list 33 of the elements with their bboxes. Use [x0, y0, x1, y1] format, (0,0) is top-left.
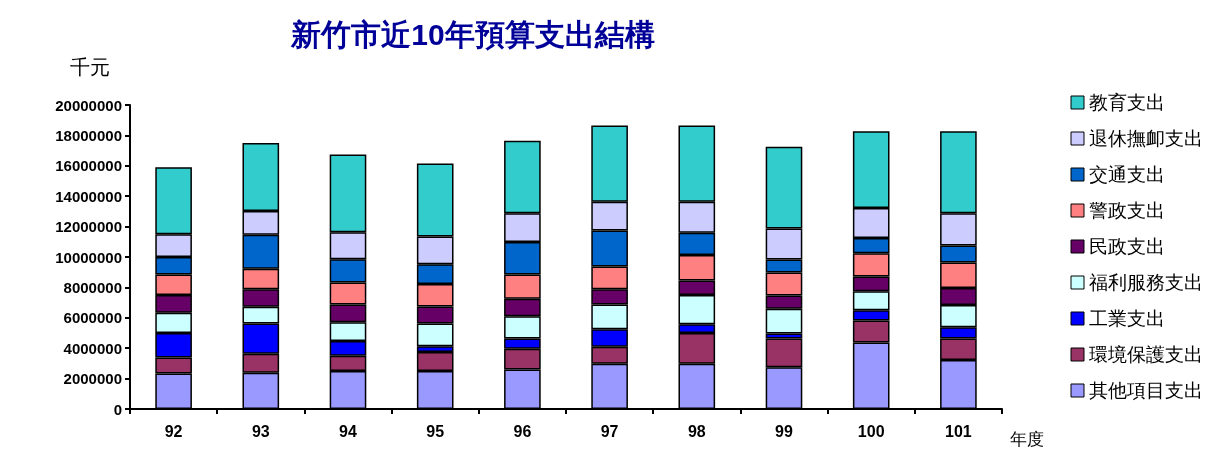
x-tick-label: 96	[513, 422, 532, 440]
legend-label: 退休撫卹支出	[1089, 128, 1203, 149]
legend-label: 其他項目支出	[1089, 380, 1203, 401]
legend-label: 交通支出	[1089, 164, 1165, 185]
y-tick-label: 8000000	[63, 278, 122, 296]
x-tick-label: 100	[857, 422, 885, 440]
y-tick-label: 20000000	[55, 96, 122, 114]
y-tick-label: 18000000	[55, 126, 122, 144]
y-tick-label: 16000000	[55, 157, 122, 175]
y-tick-label: 0	[113, 400, 122, 418]
legend-label: 工業支出	[1089, 308, 1165, 329]
x-axis-title: 年度	[1010, 430, 1044, 449]
legend-label: 福利服務支出	[1089, 272, 1203, 293]
y-axis-title: 千元	[70, 56, 110, 78]
x-tick-label: 93	[251, 422, 270, 440]
y-tick-label: 12000000	[55, 218, 122, 236]
x-tick-label: 94	[339, 422, 357, 440]
x-tick-label: 98	[687, 422, 706, 440]
legend-label: 教育支出	[1089, 92, 1165, 113]
x-tick-label: 99	[775, 422, 793, 440]
legend-label: 警政支出	[1089, 200, 1165, 221]
x-tick-label: 92	[164, 422, 183, 440]
x-tick-label: 101	[945, 422, 972, 440]
y-tick-label: 14000000	[55, 187, 122, 205]
legend-label: 民政支出	[1089, 236, 1165, 257]
y-tick-label: 6000000	[63, 309, 122, 327]
legend-label: 環境保護支出	[1089, 344, 1203, 365]
x-tick-label: 97	[600, 422, 619, 440]
y-tick-label: 2000000	[63, 370, 122, 388]
y-tick-label: 10000000	[55, 248, 122, 266]
x-tick-label: 95	[426, 422, 445, 440]
y-tick-label: 4000000	[63, 339, 122, 357]
chart-title: 新竹市近10年預算支出結構	[290, 17, 655, 51]
